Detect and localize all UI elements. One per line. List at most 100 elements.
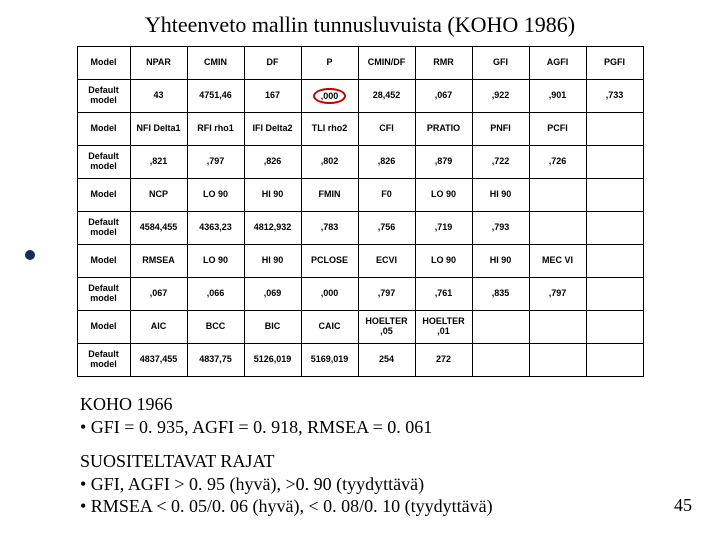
table-cell: 4363,23: [187, 212, 244, 245]
table-cell: AIC: [130, 311, 187, 344]
table-cell: 5169,019: [301, 344, 358, 377]
table-cell: PGFI: [586, 47, 643, 80]
table-row: ModelNPARCMINDFPCMIN/DFRMRGFIAGFIPGFI: [77, 47, 643, 80]
stats-table: ModelNPARCMINDFPCMIN/DFRMRGFIAGFIPGFIDef…: [77, 46, 644, 377]
table-cell: IFI Delta2: [244, 113, 301, 146]
table-cell: CMIN/DF: [358, 47, 415, 80]
table-cell: [472, 344, 529, 377]
table-cell: 167: [244, 80, 301, 113]
table-cell: GFI: [472, 47, 529, 80]
table-row: Default model,821,797,826,802,826,879,72…: [77, 146, 643, 179]
table-cell: 254: [358, 344, 415, 377]
table-cell: ,797: [529, 278, 586, 311]
table-row: Default model4584,4554363,234812,932,783…: [77, 212, 643, 245]
table-cell: RFI rho1: [187, 113, 244, 146]
table-cell: ,821: [130, 146, 187, 179]
table-cell: Model: [77, 245, 130, 278]
table-cell: Model: [77, 311, 130, 344]
table-cell: F0: [358, 179, 415, 212]
table-cell: HI 90: [472, 245, 529, 278]
table-cell: ,722: [472, 146, 529, 179]
table-cell: LO 90: [187, 179, 244, 212]
table-cell: 43: [130, 80, 187, 113]
table-cell: ,000: [301, 278, 358, 311]
table-cell: [586, 212, 643, 245]
table-cell: Default model: [77, 278, 130, 311]
table-cell: 28,452: [358, 80, 415, 113]
table-cell: ,826: [244, 146, 301, 179]
table-cell: CFI: [358, 113, 415, 146]
table-cell: HOELTER ,01: [415, 311, 472, 344]
table-cell: HOELTER ,05: [358, 311, 415, 344]
table-cell: ,826: [358, 146, 415, 179]
table-cell: ,067: [415, 80, 472, 113]
table-cell: [586, 179, 643, 212]
table-cell: NCP: [130, 179, 187, 212]
table-cell: 272: [415, 344, 472, 377]
table-cell: [529, 212, 586, 245]
page-number: 45: [674, 495, 692, 516]
table-cell: Default model: [77, 80, 130, 113]
notes-block1-line1: • GFI = 0. 935, AGFI = 0. 918, RMSEA = 0…: [80, 416, 720, 439]
notes-block2-line1: • GFI, AGFI > 0. 95 (hyvä), >0. 90 (tyyd…: [80, 473, 720, 496]
table-cell: PRATIO: [415, 113, 472, 146]
table-row: ModelNFI Delta1RFI rho1IFI Delta2TLI rho…: [77, 113, 643, 146]
notes-block1-title: KOHO 1966: [80, 393, 720, 416]
table-cell: [586, 113, 643, 146]
table-row: Default model434751,46167 ,000 28,452,067,…: [77, 80, 643, 113]
table-cell: P: [301, 47, 358, 80]
table-cell: RMSEA: [130, 245, 187, 278]
table-cell: Model: [77, 47, 130, 80]
table-row: Default model,067,066,069,000,797,761,83…: [77, 278, 643, 311]
table-row: Default model4837,4554837,755126,0195169…: [77, 344, 643, 377]
table-cell: BIC: [244, 311, 301, 344]
table-cell: [586, 311, 643, 344]
table-row: ModelNCPLO 90HI 90FMINF0LO 90HI 90: [77, 179, 643, 212]
table-cell: TLI rho2: [301, 113, 358, 146]
table-cell: RMR: [415, 47, 472, 80]
table-cell: HI 90: [244, 245, 301, 278]
table-cell: ,802: [301, 146, 358, 179]
table-cell: ,901: [529, 80, 586, 113]
table-cell: [472, 311, 529, 344]
table-cell: Default model: [77, 344, 130, 377]
table-cell: ,069: [244, 278, 301, 311]
table-cell: ,835: [472, 278, 529, 311]
notes-block2-line2: • RMSEA < 0. 05/0. 06 (hyvä), < 0. 08/0.…: [80, 495, 720, 518]
page-title: Yhteenveto mallin tunnusluvuista (KOHO 1…: [0, 0, 720, 46]
table-cell: Default model: [77, 212, 130, 245]
table-cell: Model: [77, 179, 130, 212]
table-cell: ,922: [472, 80, 529, 113]
table-cell: [586, 245, 643, 278]
table-cell: Default model: [77, 146, 130, 179]
table-cell: [529, 311, 586, 344]
table-cell: ,761: [415, 278, 472, 311]
notes-block2-title: SUOSITELTAVAT RAJAT: [80, 450, 720, 473]
table-cell: 4751,46: [187, 80, 244, 113]
table-cell: ,797: [187, 146, 244, 179]
table-cell: ,000: [301, 80, 358, 113]
table-cell: DF: [244, 47, 301, 80]
table-cell: LO 90: [415, 245, 472, 278]
table-cell: 4837,75: [187, 344, 244, 377]
table-cell: PCLOSE: [301, 245, 358, 278]
table-cell: BCC: [187, 311, 244, 344]
table-cell: ,726: [529, 146, 586, 179]
table-cell: Model: [77, 113, 130, 146]
table-cell: [586, 146, 643, 179]
table-cell: HI 90: [472, 179, 529, 212]
circled-value: ,000: [313, 88, 347, 105]
table-cell: MEC VI: [529, 245, 586, 278]
table-cell: ,879: [415, 146, 472, 179]
notes-block: KOHO 1966 • GFI = 0. 935, AGFI = 0. 918,…: [80, 393, 720, 518]
table-row: ModelRMSEALO 90HI 90PCLOSEECVILO 90HI 90…: [77, 245, 643, 278]
table-cell: PNFI: [472, 113, 529, 146]
table-cell: NFI Delta1: [130, 113, 187, 146]
table-cell: ,783: [301, 212, 358, 245]
table-cell: 4812,932: [244, 212, 301, 245]
table-cell: FMIN: [301, 179, 358, 212]
table-cell: ,756: [358, 212, 415, 245]
table-cell: NPAR: [130, 47, 187, 80]
table-cell: LO 90: [187, 245, 244, 278]
table-cell: LO 90: [415, 179, 472, 212]
